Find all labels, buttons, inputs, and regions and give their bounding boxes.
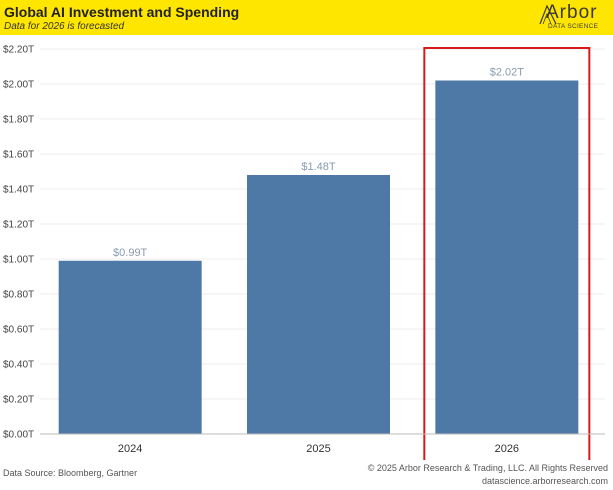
- copyright-notice: © 2025 Arbor Research & Trading, LLC. Al…: [367, 463, 608, 473]
- x-tick-label: 2025: [306, 443, 330, 455]
- y-tick-label: $0.60T: [3, 325, 34, 336]
- data-label: $1.48T: [301, 161, 336, 173]
- bar: [58, 260, 202, 434]
- y-tick-label: $0.80T: [3, 290, 34, 301]
- logo-name: Arbor: [546, 2, 598, 23]
- chart-title: Global AI Investment and Spending: [4, 4, 240, 20]
- data-source: Data Source: Bloomberg, Gartner: [3, 468, 138, 478]
- data-label: $0.99T: [113, 247, 148, 259]
- x-tick-label: 2024: [118, 443, 142, 455]
- y-tick-label: $0.40T: [3, 360, 34, 371]
- y-tick-label: $1.00T: [3, 255, 34, 266]
- arbor-logo: Arbor DATA SCIENCE: [520, 2, 610, 33]
- y-tick-label: $2.00T: [3, 80, 34, 91]
- chart-subtitle: Data for 2026 is forecasted: [4, 21, 125, 32]
- bar: [247, 175, 390, 434]
- header-banner: Global AI Investment and Spending Data f…: [0, 0, 613, 35]
- highlight-box: [423, 47, 591, 460]
- bar: [435, 80, 579, 434]
- bar-chart: $0.00T $0.20T $0.40T $0.60T $0.80T $1.00T $1.2…: [3, 45, 605, 460]
- y-tick-label: $1.40T: [3, 185, 34, 196]
- y-tick-label: $1.60T: [3, 150, 34, 161]
- y-tick-label: $1.80T: [3, 115, 34, 126]
- x-tick-label: 2026: [495, 443, 519, 455]
- y-tick-label: $2.20T: [3, 45, 34, 56]
- website-link[interactable]: datascience.arborresearch.com: [481, 476, 608, 486]
- mountain-logo-icon: [539, 4, 557, 25]
- y-tick-label: $0.20T: [3, 395, 34, 406]
- y-tick-label: $0.00T: [3, 430, 34, 441]
- logo-subtitle: DATA SCIENCE: [548, 23, 599, 30]
- y-tick-label: $1.20T: [3, 220, 34, 231]
- data-label: $2.02T: [490, 67, 525, 79]
